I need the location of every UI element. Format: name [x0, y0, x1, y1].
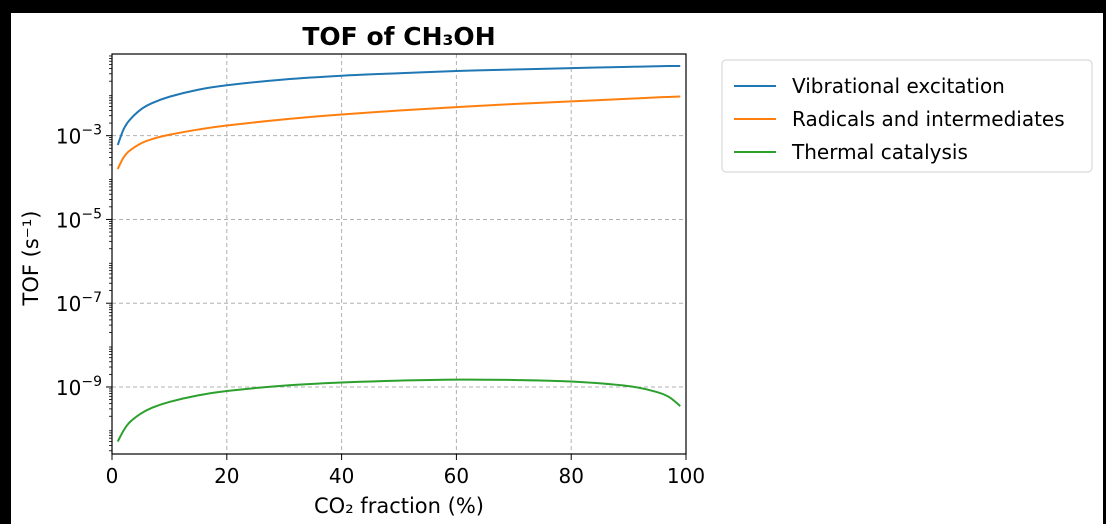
y-ticks: 10−310−510−710−9: [56, 55, 112, 452]
y-tick-base: 10: [56, 292, 81, 316]
x-ticks: 0 20 40 60 80 100: [106, 454, 705, 488]
y-tick-exponent: −9: [81, 374, 102, 390]
series-line-vibrational-excitation: [116, 65, 681, 146]
grid: [112, 54, 686, 454]
legend: Vibrational excitation Radicals and inter…: [721, 59, 1093, 173]
y-tick-exponent: −5: [81, 206, 102, 222]
series-line-radicals-and-intermediates: [116, 95, 681, 170]
x-tick-label: 100: [667, 464, 705, 488]
legend-label-thermal-catalysis: Thermal catalysis: [791, 140, 968, 164]
x-axis-label: CO₂ fraction (%): [314, 494, 484, 518]
y-tick-label: 10−9: [56, 374, 102, 400]
y-tick-base: 10: [56, 125, 81, 149]
x-tick-label: 40: [329, 464, 354, 488]
y-tick-base: 10: [56, 376, 81, 400]
x-tick-label: 60: [444, 464, 469, 488]
y-tick-label: 10−3: [56, 123, 102, 149]
series-line-thermal-catalysis: [116, 378, 681, 442]
y-tick-base: 10: [56, 208, 81, 232]
legend-box: [721, 59, 1093, 173]
y-axis-label: TOF (s⁻¹): [19, 211, 43, 307]
y-tick-label: 10−7: [56, 290, 102, 316]
x-tick-label: 20: [214, 464, 239, 488]
y-tick-exponent: −7: [81, 290, 102, 306]
series-layer: [116, 65, 681, 442]
x-tick-label: 80: [558, 464, 583, 488]
chart-title: TOF of CH₃OH: [302, 22, 495, 51]
legend-label-radicals-and-intermediates: Radicals and intermediates: [792, 107, 1065, 131]
legend-label-vibrational-excitation: Vibrational excitation: [792, 74, 1005, 98]
x-tick-label: 0: [106, 464, 119, 488]
y-tick-label: 10−5: [56, 206, 102, 232]
plot-area: [111, 53, 687, 455]
y-tick-exponent: −3: [81, 123, 102, 139]
